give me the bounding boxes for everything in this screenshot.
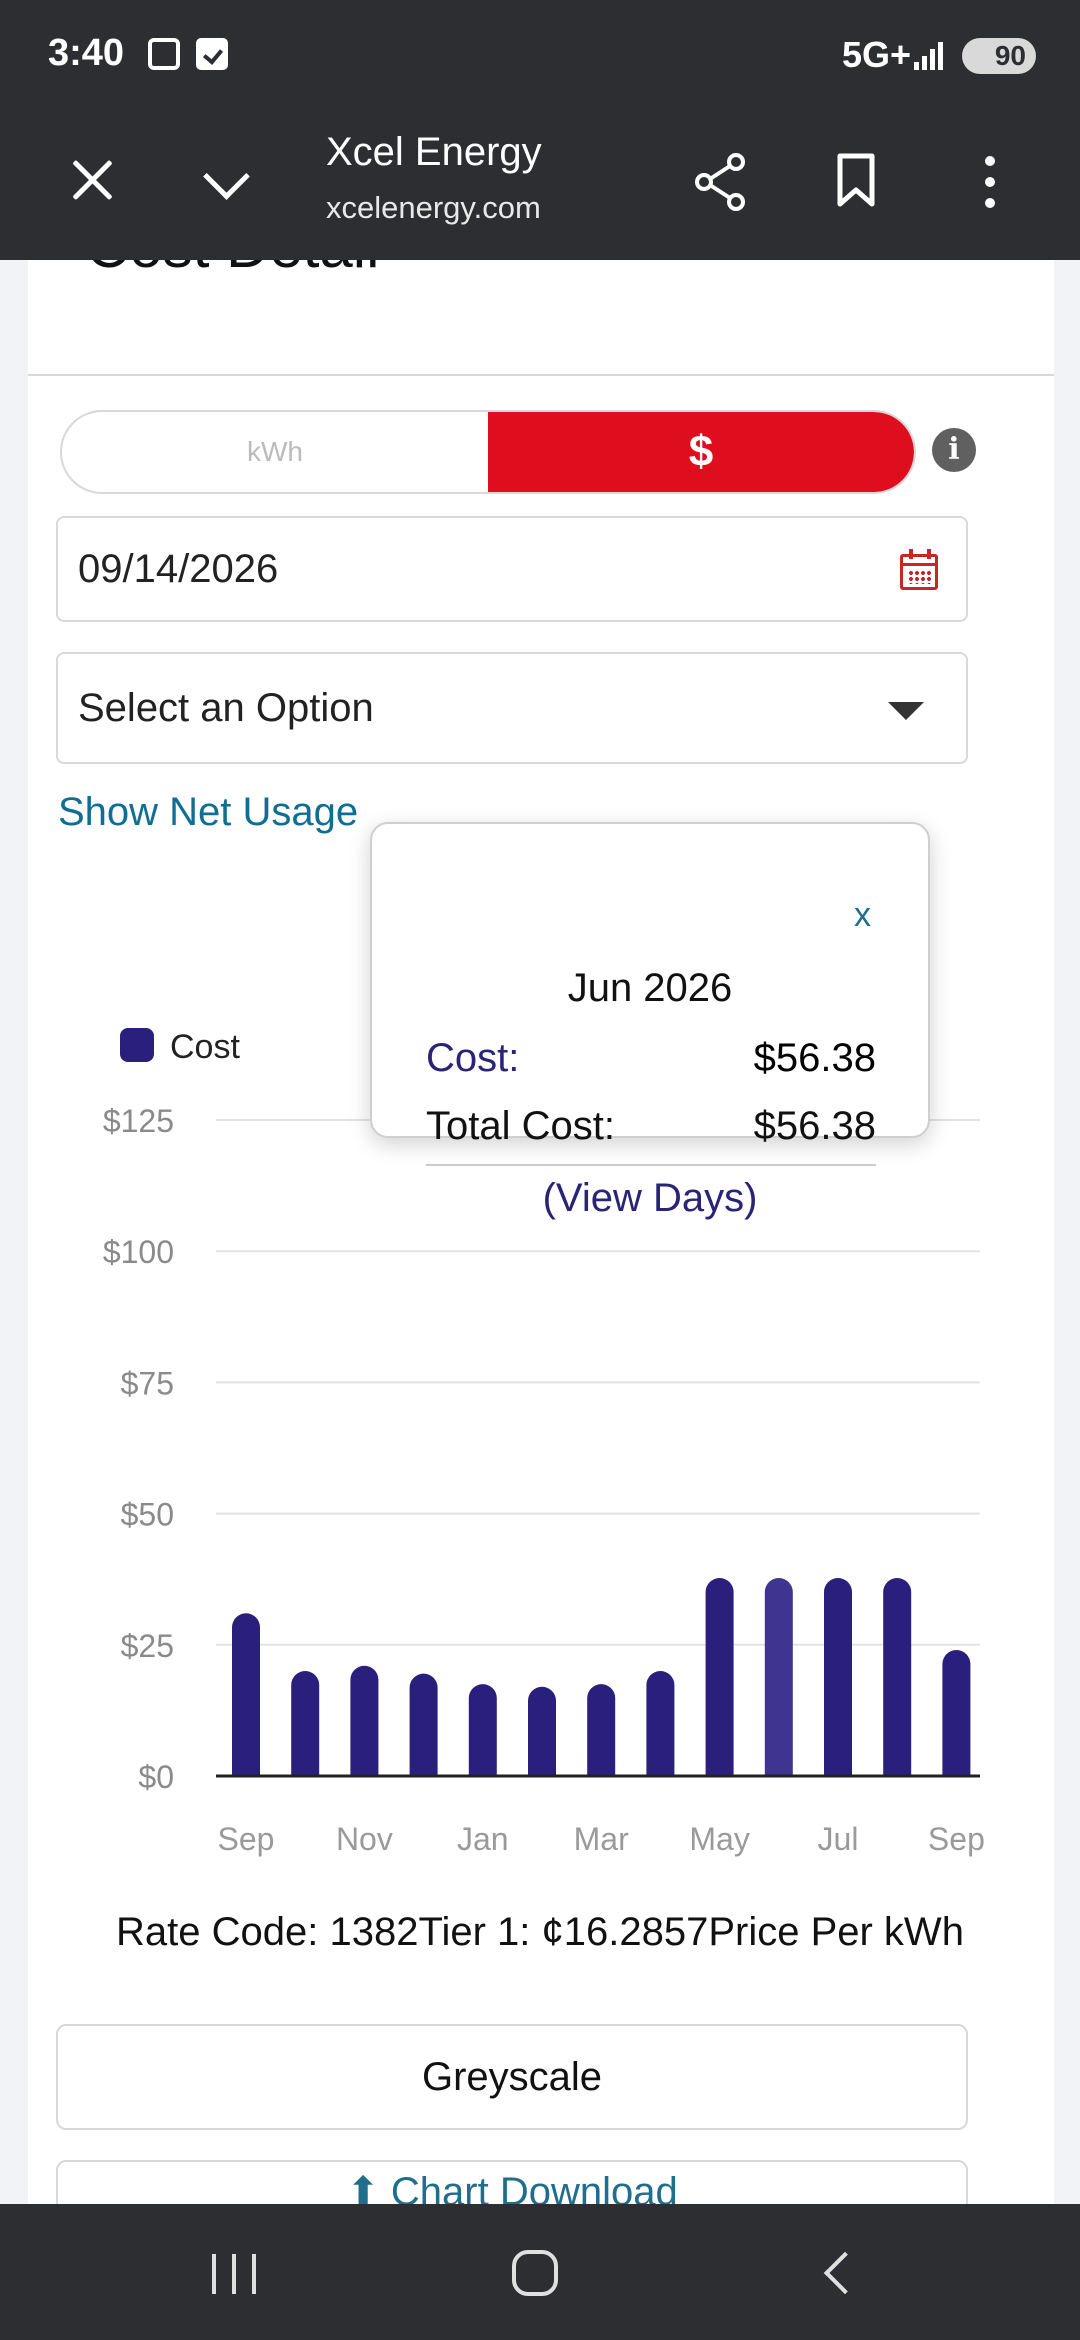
bar-oct-1[interactable] xyxy=(291,1671,320,1776)
battery-icon: 90 xyxy=(962,38,1036,74)
tooltip-title: Jun 2026 xyxy=(567,966,733,1010)
recent-apps-icon[interactable] xyxy=(212,2254,256,2294)
legend-label[interactable]: Cost xyxy=(170,1028,240,1066)
chart-download-button[interactable]: ⬆ Chart Download xyxy=(56,2160,968,2204)
tooltip-total-label: Total Cost: xyxy=(426,1104,615,1148)
date-input[interactable]: 09/14/2026 xyxy=(56,516,968,622)
greyscale-button[interactable]: Greyscale xyxy=(56,2024,968,2130)
y-tick-label: $50 xyxy=(121,1497,174,1533)
system-nav-bar xyxy=(0,2204,1080,2340)
status-time: 3:40 xyxy=(48,32,125,74)
toggle-kwh[interactable]: kWh xyxy=(247,436,303,467)
bar-may-8[interactable] xyxy=(705,1578,734,1776)
info-icon[interactable]: i xyxy=(932,428,976,472)
checkbox-notification-icon xyxy=(196,38,228,70)
status-bar: 3:40 5G+ 90 xyxy=(0,0,1080,112)
x-tick-label: Jul xyxy=(818,1821,859,1857)
rate-tier: Tier 1: ¢16.2857 xyxy=(418,1910,709,1954)
cost-chart: $0 $25 $50 $75 $100 $125 Sep Nov Jan Mar May Jul Sep… xyxy=(103,1028,985,1857)
tooltip-total-row: Total Cost: $56.38 xyxy=(426,1104,876,1149)
battery-level: 90 xyxy=(994,40,1026,71)
bar-jul-10[interactable] xyxy=(824,1578,852,1776)
bar-dec-3[interactable] xyxy=(409,1673,438,1776)
tooltip-divider xyxy=(426,1164,876,1166)
download-icon: ⬆ xyxy=(346,2170,391,2204)
signal-icon xyxy=(914,38,948,70)
chevron-down-icon[interactable] xyxy=(200,160,250,200)
status-notification-icons xyxy=(148,38,228,70)
option-select[interactable]: Select an Option xyxy=(56,652,968,764)
x-tick-label: Sep xyxy=(928,1821,985,1857)
bar-apr-7[interactable] xyxy=(646,1671,675,1776)
tooltip-close-button[interactable]: x xyxy=(854,896,871,934)
bar-aug-11[interactable] xyxy=(883,1578,912,1776)
bar-sep-0[interactable] xyxy=(232,1613,260,1776)
unit-toggle[interactable]: kWh $ xyxy=(60,410,916,494)
browser-page-title: Xcel Energy xyxy=(326,130,542,174)
dropdown-caret-icon[interactable] xyxy=(888,702,924,720)
bar-jan-4[interactable] xyxy=(468,1684,497,1776)
close-tab-icon[interactable] xyxy=(64,152,120,208)
back-icon[interactable] xyxy=(823,2251,867,2295)
divider xyxy=(28,374,1054,376)
bar-feb-5[interactable] xyxy=(528,1686,556,1776)
browser-url[interactable]: xcelenergy.com xyxy=(326,190,541,225)
x-tick-label: Sep xyxy=(218,1821,275,1857)
y-tick-label: $25 xyxy=(121,1628,174,1664)
browser-toolbar: Xcel Energy xcelenergy.com xyxy=(0,112,1080,260)
y-tick-label: $100 xyxy=(103,1234,174,1270)
legend-swatch xyxy=(120,1028,154,1062)
rate-unit: Price Per kWh xyxy=(708,1910,964,1954)
x-tick-label: May xyxy=(689,1821,749,1857)
page-content: Cost Detail kWh $ i 09/14/2026 Select an… xyxy=(0,260,1080,2204)
y-tick-label: $0 xyxy=(138,1759,174,1795)
tooltip-cost-value: $56.38 xyxy=(753,1036,876,1080)
bar-nov-2[interactable] xyxy=(350,1665,379,1776)
tooltip-total-value: $56.38 xyxy=(753,1104,876,1148)
cost-detail-card: Cost Detail xyxy=(28,260,1054,2204)
page-title: Cost Detail xyxy=(86,260,379,281)
tooltip-cost-row: Cost: $56.38 xyxy=(426,1036,876,1081)
network-type: 5G+ xyxy=(842,34,912,75)
share-icon[interactable] xyxy=(692,152,748,212)
chart-tooltip xyxy=(370,822,930,1138)
rate-code: Rate Code: 1382 xyxy=(116,1910,419,1954)
chart-download-label: Chart Download xyxy=(390,2170,678,2204)
x-tick-label: Nov xyxy=(336,1821,393,1857)
bar-sep-12[interactable] xyxy=(942,1650,971,1776)
screenshot-icon xyxy=(148,38,180,70)
bar-jun-9[interactable] xyxy=(764,1578,793,1776)
y-tick-label: $125 xyxy=(103,1103,174,1139)
more-options-icon[interactable] xyxy=(984,156,996,208)
calendar-icon[interactable] xyxy=(900,549,938,590)
bookmark-icon[interactable] xyxy=(836,152,876,208)
y-tick-label: $75 xyxy=(121,1365,174,1401)
x-tick-label: Mar xyxy=(574,1821,629,1857)
toggle-dollar[interactable]: $ xyxy=(488,412,914,492)
view-days-link[interactable]: (View Days) xyxy=(542,1176,758,1220)
home-icon[interactable] xyxy=(512,2250,558,2296)
rate-info: Rate Code: 1382Tier 1: ¢16.2857Price Per… xyxy=(0,1910,1080,1955)
tooltip-cost-label: Cost: xyxy=(426,1036,520,1080)
show-net-usage-link[interactable]: Show Net Usage xyxy=(58,790,359,834)
bar-mar-6[interactable] xyxy=(587,1684,616,1776)
x-tick-label: Jan xyxy=(457,1821,509,1857)
